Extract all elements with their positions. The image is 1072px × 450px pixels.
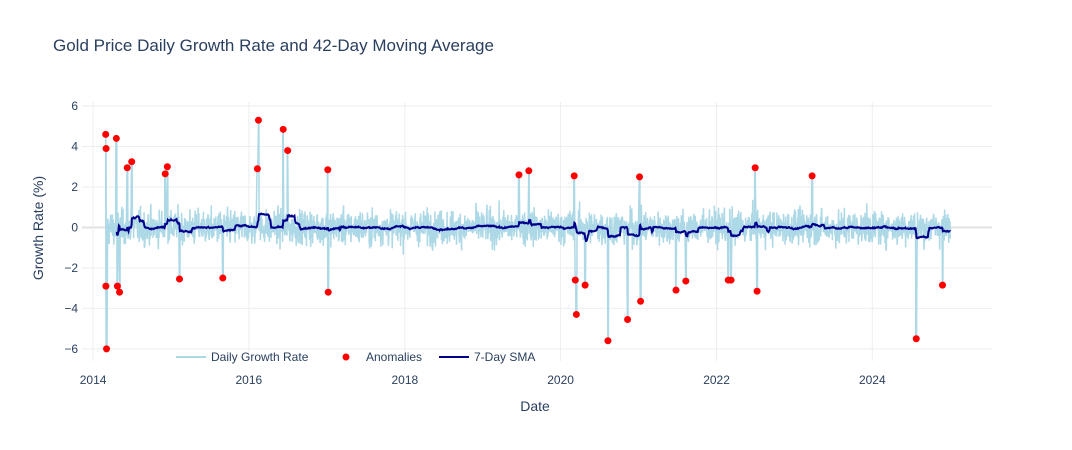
anomaly-point[interactable]: [572, 310, 580, 318]
legend-label-sma[interactable]: 7-Day SMA: [474, 350, 535, 364]
anomaly-point[interactable]: [682, 277, 690, 285]
anomaly-point[interactable]: [912, 335, 920, 343]
anomaly-point[interactable]: [123, 164, 131, 172]
anomaly-point[interactable]: [808, 172, 816, 180]
anomaly-point[interactable]: [176, 275, 184, 283]
daily-growth-line: [104, 120, 951, 350]
anomaly-point[interactable]: [161, 170, 169, 178]
anomaly-point[interactable]: [128, 158, 136, 166]
x-tick-label: 2022: [703, 373, 730, 387]
y-tick-label: 4: [71, 140, 78, 154]
y-tick-label: 2: [71, 180, 78, 194]
anomaly-point[interactable]: [672, 286, 680, 294]
anomaly-point[interactable]: [938, 281, 946, 289]
x-tick-label: 2016: [235, 373, 262, 387]
anomaly-point[interactable]: [751, 164, 759, 172]
anomaly-point[interactable]: [279, 125, 287, 133]
sma-line: [115, 212, 952, 242]
y-tick-label: 0: [71, 220, 78, 234]
series-anomalies: [102, 116, 946, 353]
anomaly-point[interactable]: [112, 134, 120, 142]
legend-label-daily[interactable]: Daily Growth Rate: [211, 350, 309, 364]
anomaly-point[interactable]: [284, 147, 292, 155]
anomaly-point[interactable]: [624, 316, 632, 324]
anomaly-point[interactable]: [102, 145, 110, 153]
series-7-day-sma: [115, 212, 952, 242]
anomaly-point[interactable]: [324, 166, 332, 174]
legend-label-anomalies[interactable]: Anomalies: [366, 350, 422, 364]
anomaly-point[interactable]: [637, 297, 645, 305]
anomaly-point[interactable]: [636, 173, 644, 181]
anomaly-point[interactable]: [253, 165, 261, 173]
x-axis-label: Date: [520, 398, 550, 414]
y-axis-ticks: −6 −4 −2 0 2 4 6: [64, 99, 78, 356]
anomaly-point[interactable]: [570, 172, 578, 180]
y-tick-label: −6: [64, 342, 78, 356]
x-tick-label: 2018: [391, 373, 418, 387]
anomaly-point[interactable]: [581, 281, 589, 289]
anomaly-point[interactable]: [102, 282, 110, 290]
anomaly-point[interactable]: [753, 287, 761, 295]
legend-swatch-anomalies: [342, 353, 350, 361]
x-tick-label: 2020: [547, 373, 574, 387]
y-axis-label: Growth Rate (%): [30, 176, 46, 280]
anomaly-point[interactable]: [515, 171, 523, 179]
x-axis-ticks: 2014 2016 2018 2020 2022 2024: [80, 373, 886, 387]
anomaly-point[interactable]: [102, 130, 110, 138]
y-tick-label: 6: [71, 99, 78, 113]
series-daily-growth-rate: [104, 120, 951, 350]
anomaly-point[interactable]: [324, 288, 332, 296]
anomaly-point[interactable]: [103, 345, 111, 353]
anomaly-point[interactable]: [254, 116, 262, 124]
anomaly-point[interactable]: [163, 163, 171, 171]
anomaly-point[interactable]: [604, 337, 612, 345]
legend[interactable]: Daily Growth Rate Anomalies 7-Day SMA: [176, 350, 535, 364]
anomaly-point[interactable]: [727, 276, 735, 284]
x-tick-label: 2024: [859, 373, 886, 387]
y-tick-label: −2: [64, 261, 78, 275]
anomaly-point[interactable]: [525, 167, 533, 175]
y-tick-label: −4: [64, 301, 78, 315]
anomaly-point[interactable]: [219, 274, 227, 282]
chart-title: Gold Price Daily Growth Rate and 42-Day …: [53, 36, 494, 55]
x-tick-label: 2014: [80, 373, 107, 387]
anomaly-point[interactable]: [116, 288, 124, 296]
anomaly-point[interactable]: [113, 282, 121, 290]
anomaly-point[interactable]: [571, 276, 579, 284]
